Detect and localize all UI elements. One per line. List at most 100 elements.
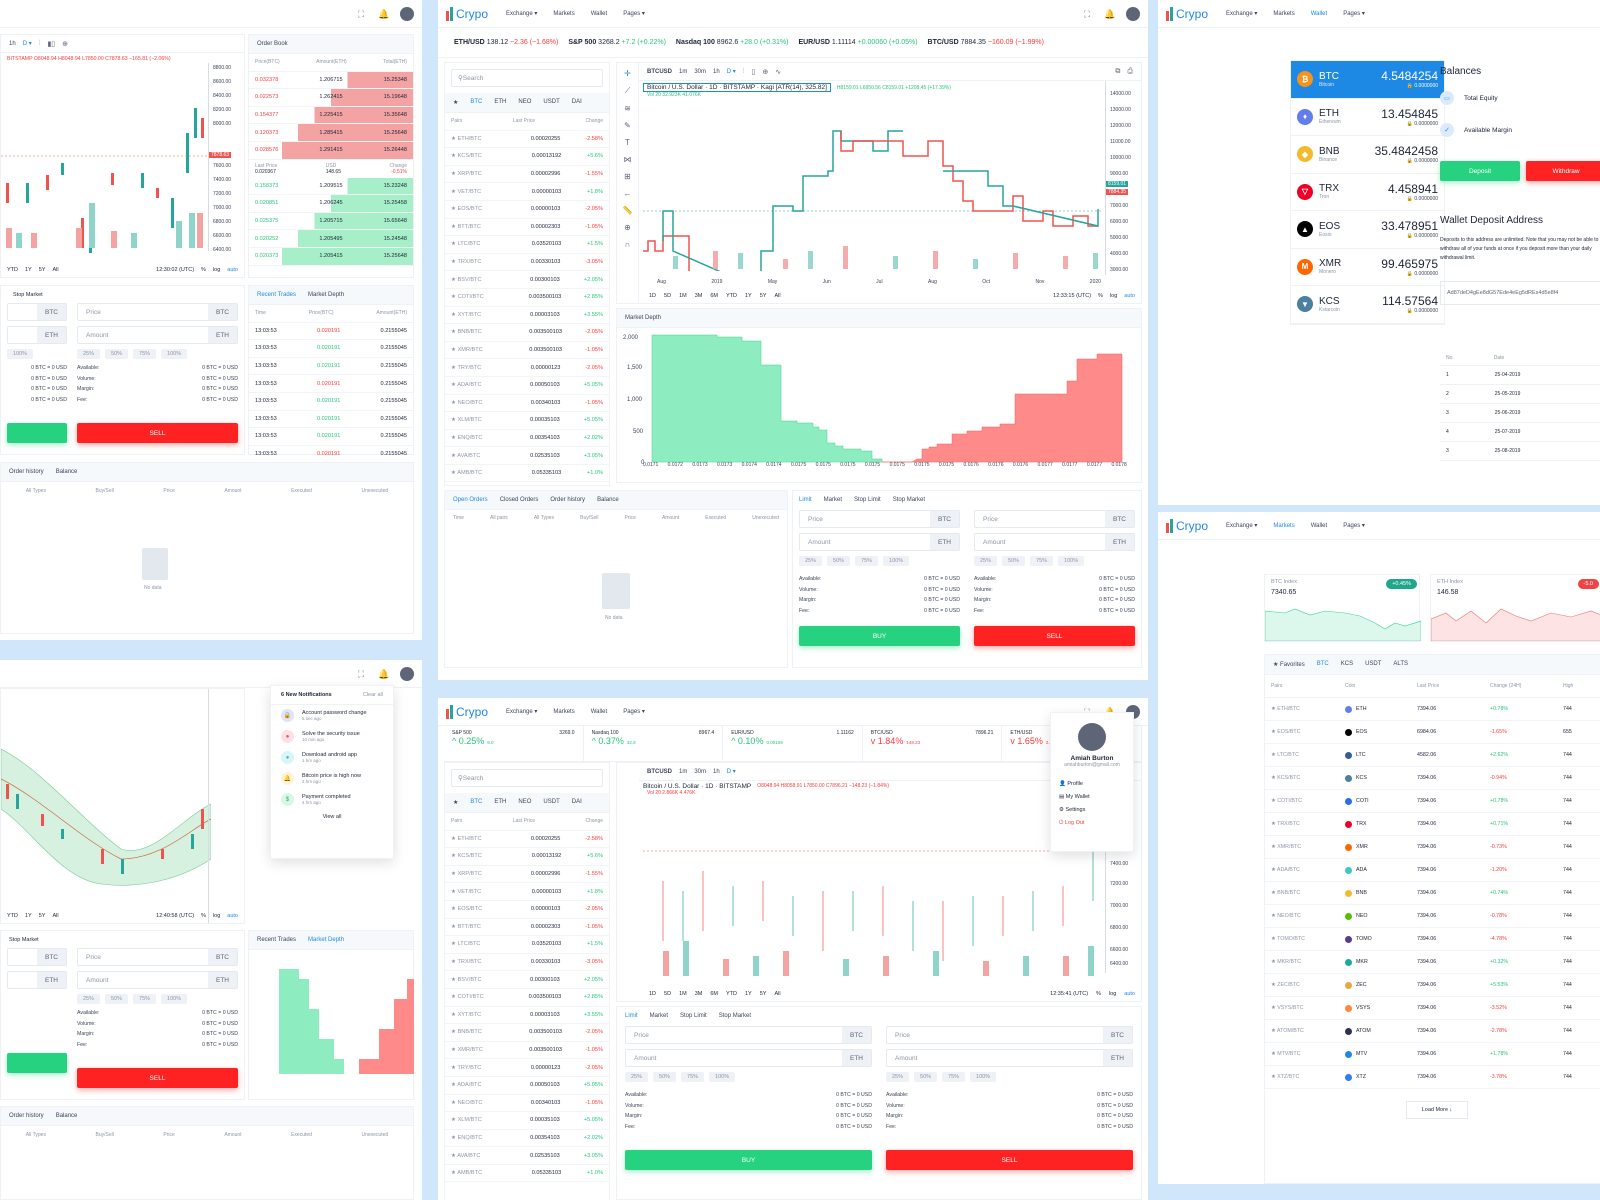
nav-wallet[interactable]: Wallet — [1310, 522, 1328, 529]
index-card[interactable]: Nasdaq 100 8967.4 ^ 0.37% 32.8 — [584, 726, 724, 761]
market-row[interactable]: ★ XRP/BTC 0.00002996 -1.55% — [445, 166, 609, 184]
wallet-coin-row[interactable]: ♦ ETH Ethereum 13.454845 🔒 0.0000000 — [1291, 99, 1444, 136]
market-row[interactable]: ★ XLM/BTC 0.00035103 +5.05% — [445, 1112, 609, 1130]
market-tab[interactable]: NEO — [518, 99, 532, 105]
nav-exchange[interactable]: Exchange ▾ — [1226, 11, 1258, 17]
range-button[interactable]: YTD — [725, 293, 737, 299]
price-input[interactable]: Price BTC — [77, 948, 238, 966]
order-book-row[interactable]: 0.032378 1.206715 15.25348 — [249, 71, 413, 90]
buy-button[interactable]: BUY — [799, 626, 960, 646]
price-input-buy[interactable]: BTC — [7, 303, 67, 321]
market-row[interactable]: ★ AVA/BTC 0.02535103 +3.05% — [445, 1147, 609, 1165]
menu-wallet[interactable]: ▤ My Wallet — [1059, 794, 1090, 800]
fullscreen-icon[interactable]: ⛶ — [357, 8, 365, 19]
crosshair-icon[interactable]: ✛ — [624, 69, 631, 78]
markets-row[interactable]: ★ NEO/BTC NEO 7394.06 -0.78% 744 — [1265, 905, 1600, 928]
ticker-item[interactable]: BTC/USD 7884.35 −160.09 (−1.99%) — [927, 39, 1044, 46]
trendline-icon[interactable]: ⟋ — [624, 86, 631, 95]
market-row[interactable]: ★ BSV/BTC 0.00300103 +2.05% — [445, 271, 609, 289]
symbol-name[interactable]: BTCUSD — [647, 68, 672, 75]
indicators-icon[interactable]: ∿ — [775, 68, 782, 76]
nav-pages[interactable]: Pages ▾ — [1343, 11, 1365, 17]
order-book-row[interactable]: 0.028576 1.291415 15.26448 — [249, 141, 413, 160]
order-book-row[interactable]: 0.020373 1.205415 15.25648 — [249, 247, 413, 266]
buy-button[interactable] — [7, 1053, 67, 1073]
sell-button[interactable]: SELL — [77, 1068, 238, 1088]
market-tab[interactable]: NEO — [518, 799, 532, 805]
range-button[interactable]: 6M — [710, 293, 718, 299]
market-row[interactable]: ★ EOS/BTC 0.00000103 -2.05% — [445, 201, 609, 219]
interval-1m[interactable]: 1m — [679, 68, 688, 75]
tab-balance[interactable]: Balance — [55, 469, 78, 475]
market-row[interactable]: ★ XYT/BTC 0.00003103 +3.55% — [445, 307, 609, 325]
wallet-coin-row[interactable]: ◆ BNB Binance 35.4842458 🔒 0.0000000 — [1291, 136, 1444, 174]
brand-logo[interactable]: Crypo — [446, 704, 488, 719]
ticker-item[interactable]: EUR/USD 1.11114 +0.00060 (+0.05%) — [798, 39, 918, 46]
search-input[interactable]: ⚲ Search — [451, 69, 603, 87]
order-book-row[interactable]: 0.025375 1.205715 15.65648 — [249, 212, 413, 231]
markets-tab[interactable]: ALTS — [1393, 661, 1408, 667]
market-row[interactable]: ★ BTT/BTC 0.00002303 -1.05% — [445, 919, 609, 937]
market-tab[interactable]: DAI — [571, 799, 582, 805]
pct-100[interactable]: 100% — [7, 349, 34, 359]
range-button[interactable]: 3M — [694, 293, 703, 299]
ticker-item[interactable]: ETH/USD 138.12 −2.36 (−1.68%) — [454, 39, 559, 46]
order-book-row[interactable]: 0.020851 1.206245 15.25458 — [249, 195, 413, 213]
order-type-tab[interactable]: Stop Limit — [854, 497, 881, 503]
order-type-tab[interactable]: Market — [823, 497, 843, 503]
market-tab[interactable]: USDT — [543, 99, 560, 105]
deposit-address-field[interactable]: Ad87deD4gEe8dG57Ede4eEg5dREs4d5e8f4 — [1440, 281, 1600, 305]
market-row[interactable]: ★ COTI/BTC 0.003500103 +2.85% — [445, 289, 609, 307]
series-legend[interactable]: Bitcoin / U.S. Dollar · 1D · BITSTAMP · … — [643, 83, 831, 92]
market-row[interactable]: ★ NEO/BTC 0.00340103 -1.05% — [445, 395, 609, 413]
nav-wallet[interactable]: Wallet — [590, 708, 608, 715]
series-legend[interactable]: Bitcoin / U.S. Dollar · 1D · BITSTAMP — [643, 783, 752, 790]
buy-amount-input[interactable]: Amount ETH — [625, 1049, 872, 1067]
view-all-link[interactable]: View all — [322, 814, 342, 820]
avatar[interactable] — [1126, 6, 1140, 21]
markets-row[interactable]: ★ KCS/BTC KCS 7394.06 -0.94% 744 — [1265, 767, 1600, 790]
markets-row[interactable]: ★ XTZ/BTC XTZ 7394.06 -3.78% 744 — [1265, 1066, 1600, 1089]
markets-tab[interactable]: KCS — [1340, 661, 1354, 667]
market-row[interactable]: ★ ENQ/BTC 0.00354103 +2.02% — [445, 430, 609, 448]
menu-logout[interactable]: ⏻ Log Out — [1059, 820, 1085, 826]
sell-price-input[interactable]: Price BTC — [974, 510, 1135, 528]
measure-icon[interactable]: ⊞ — [624, 172, 631, 181]
buy-button[interactable]: BUY — [625, 1150, 872, 1170]
market-tab[interactable]: BTC — [470, 99, 483, 105]
market-row[interactable]: ★ AMB/BTC 0.05335103 +1.0% — [445, 1165, 609, 1183]
market-row[interactable]: ★ ADA/BTC 0.00050103 +5.05% — [445, 1077, 609, 1095]
range-button[interactable]: 1M — [679, 293, 687, 299]
avatar[interactable] — [400, 6, 414, 21]
buy-pct-100[interactable]: 100% — [883, 556, 910, 566]
fib-icon[interactable]: ≋ — [624, 104, 631, 113]
order-book-row[interactable]: 0.158373 1.209515 15.23248 — [249, 177, 413, 196]
market-row[interactable]: ★ EOS/BTC 0.00000103 -2.05% — [445, 901, 609, 919]
range-button[interactable]: 1D — [649, 293, 657, 299]
notification-item[interactable]: ● Download android app 1 hrs ago — [271, 747, 393, 768]
price-input-sell[interactable]: Price BTC — [77, 303, 238, 321]
nav-exchange[interactable]: Exchange ▾ — [506, 11, 538, 17]
menu-profile[interactable]: 👤 Profile — [1059, 781, 1083, 787]
notification-icon[interactable]: 🔔 — [378, 668, 390, 679]
market-tab[interactable]: BTC — [470, 799, 483, 805]
index-card[interactable]: EUR/USD 1.11162 ^ 0.10% 0.00109 — [723, 726, 863, 761]
market-row[interactable]: ★ COTI/BTC 0.003500103 +2.85% — [445, 989, 609, 1007]
order-book-row[interactable]: 0.154377 1.225415 15.35648 — [249, 106, 413, 125]
zoom-icon[interactable]: ⊕ — [624, 223, 631, 232]
interval-d[interactable]: D ▾ — [726, 69, 736, 75]
order-type-tab[interactable]: Limit — [799, 497, 812, 503]
range-ytd[interactable]: YTD — [7, 267, 18, 273]
buy-button[interactable] — [7, 423, 67, 443]
nav-markets[interactable]: Markets — [553, 708, 575, 715]
amount-input-buy[interactable]: ETH — [7, 326, 67, 344]
order-type-tab[interactable]: Stop Limit — [680, 1013, 707, 1019]
notification-icon[interactable]: 🔔 — [378, 8, 390, 19]
brand-logo[interactable]: Crypo — [1166, 518, 1208, 533]
withdraw-button[interactable]: Withdraw — [1526, 161, 1600, 181]
market-row[interactable]: ★ ETH/BTC 0.00020255 -2.58% — [445, 831, 609, 849]
markets-tab[interactable]: ★ Favorites — [1273, 662, 1305, 668]
range-5y[interactable]: 5Y — [38, 267, 46, 273]
order-type-tab[interactable]: Market — [649, 1013, 669, 1019]
